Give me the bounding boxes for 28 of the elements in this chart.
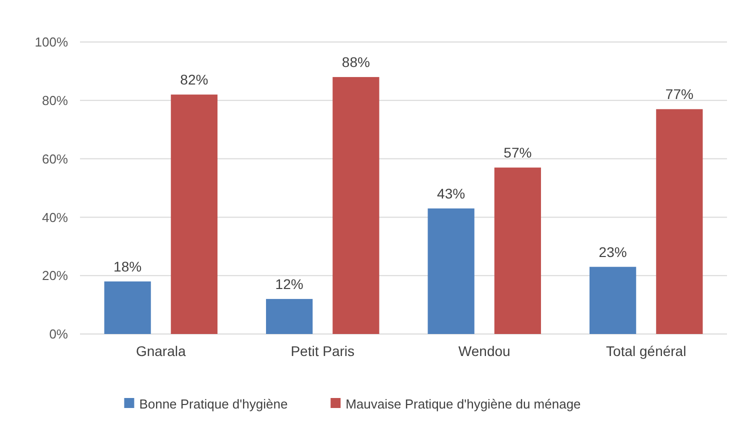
x-tick-label: Total général [606, 343, 686, 359]
y-tick-label: 0% [49, 326, 68, 342]
data-label: 23% [598, 244, 627, 260]
data-label: 12% [275, 276, 304, 292]
legend-label: Bonne Pratique d'hygiène [139, 396, 288, 412]
bar [170, 94, 218, 334]
x-tick-label: Petit Paris [290, 343, 355, 359]
bar [656, 109, 703, 334]
y-tick-label: 80% [42, 92, 68, 108]
bar [590, 266, 636, 334]
y-tick-label: 60% [42, 151, 68, 166]
x-tick-label: Wendou [458, 343, 510, 359]
y-tick-label: 40% [42, 210, 68, 225]
y-tick-label: 20% [42, 268, 68, 284]
y-tick-label: 100% [34, 34, 68, 50]
legend-label: Mauvaise Pratique d'hygiène du ménage [346, 396, 581, 412]
bar [332, 77, 380, 334]
data-label: 18% [114, 258, 142, 274]
bar [428, 208, 474, 334]
bar [494, 168, 541, 334]
data-label: 57% [504, 144, 532, 161]
data-label: 77% [665, 86, 694, 102]
bar [266, 298, 313, 334]
bar [104, 281, 151, 334]
data-label: 43% [437, 185, 466, 202]
data-label: 88% [342, 54, 370, 70]
x-tick-label: Gnarala [136, 343, 186, 359]
data-label: 82% [180, 72, 208, 88]
